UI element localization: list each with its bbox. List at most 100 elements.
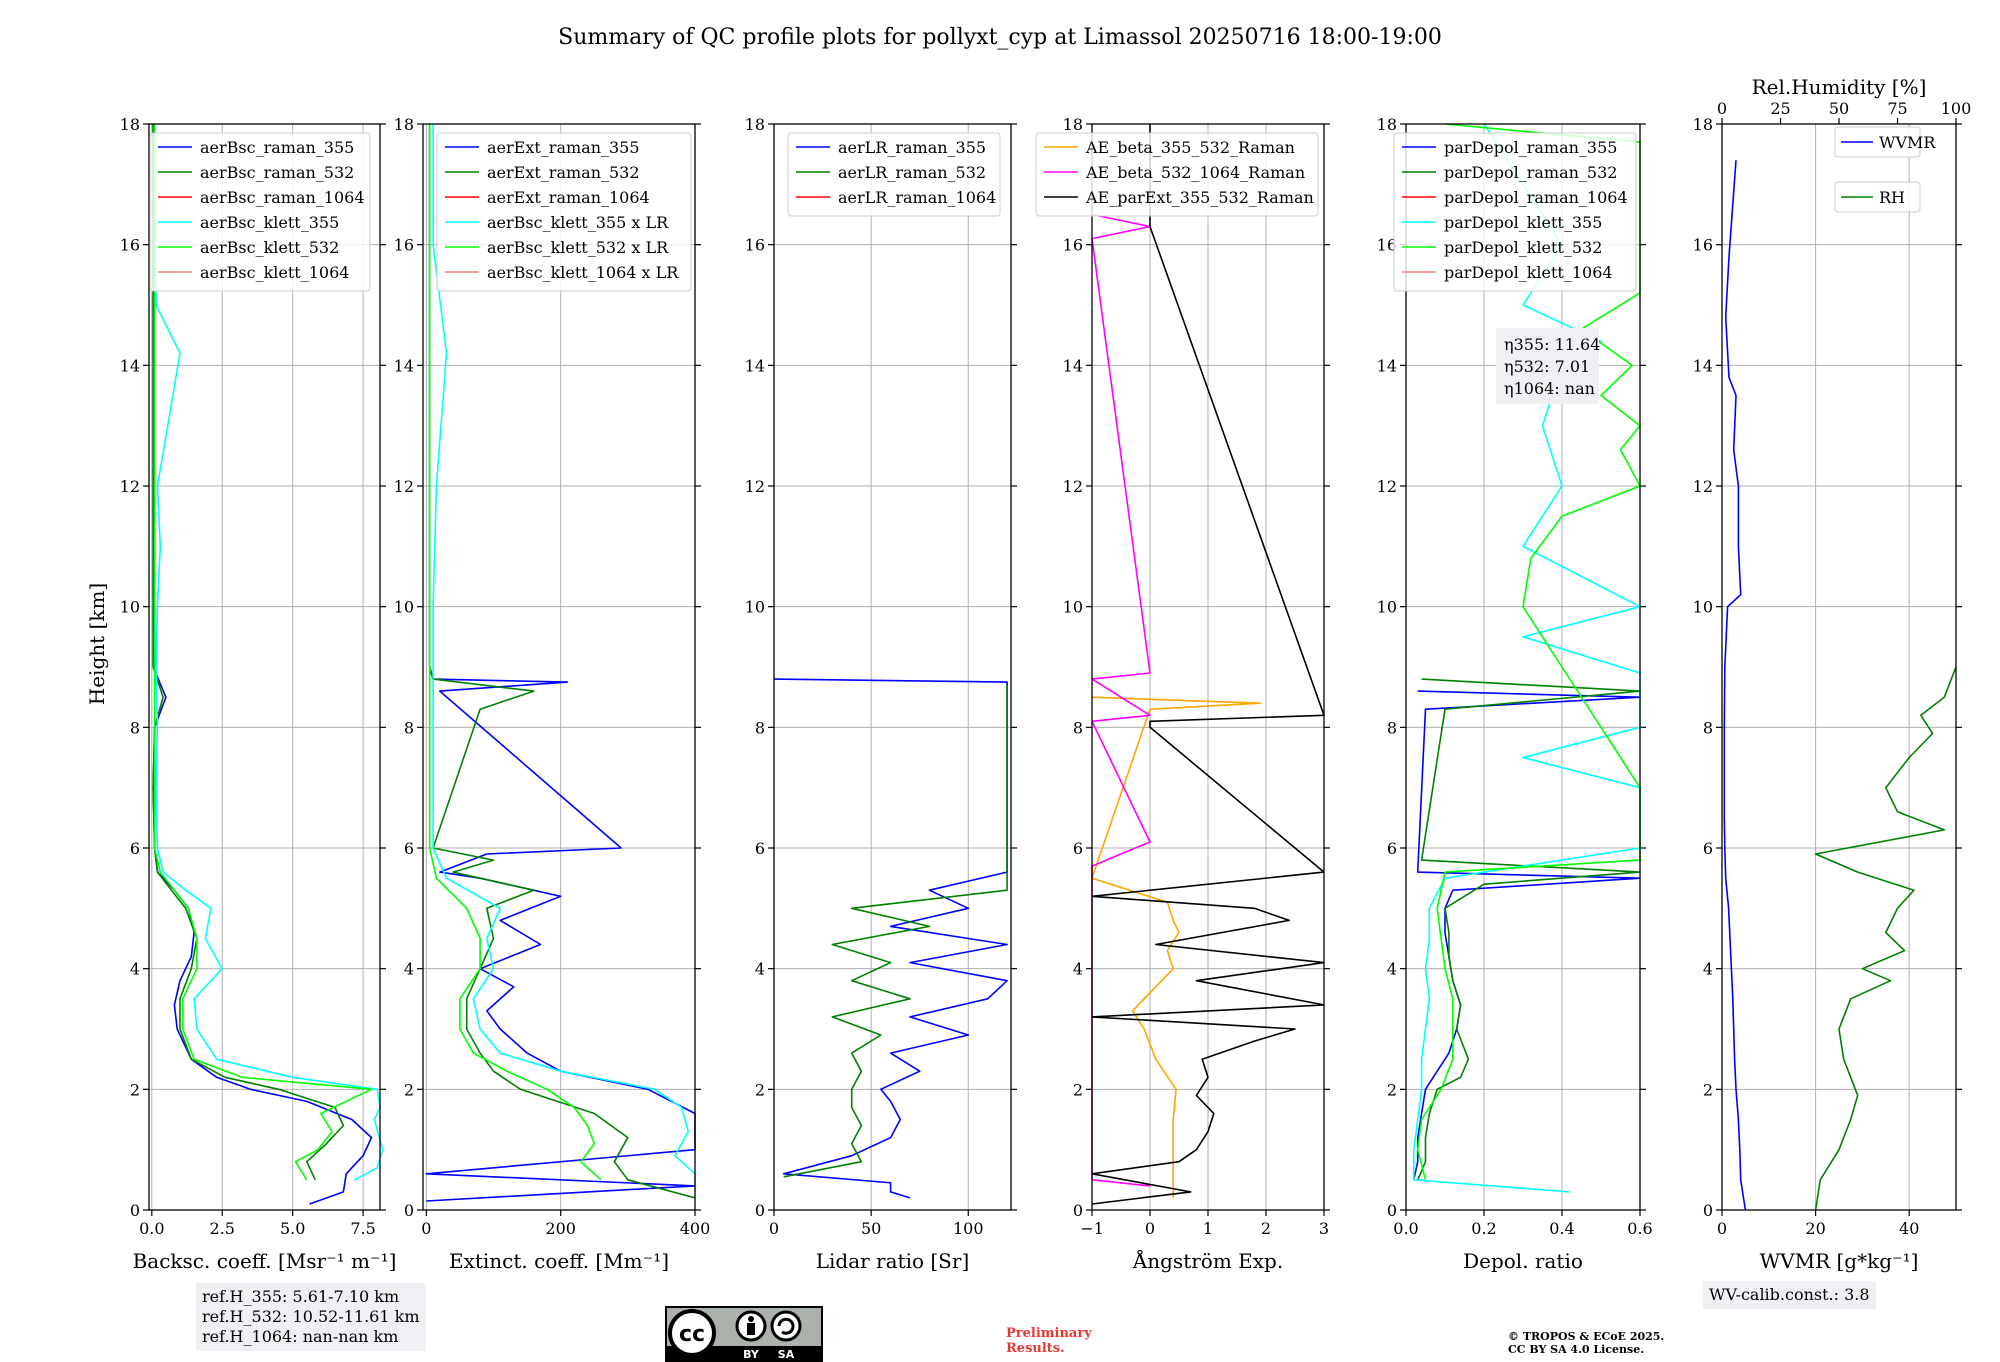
ytick-label: 2	[1387, 1080, 1397, 1099]
panel-frame	[773, 123, 1012, 1211]
xtick-label: 0.6	[1627, 1219, 1652, 1238]
top-xtick-label: 25	[1770, 99, 1790, 118]
x-axis-label: Backsc. coeff. [Msr⁻¹ m⁻¹]	[133, 1249, 397, 1273]
xtick-label: 0	[1717, 1219, 1727, 1238]
ytick-label: 18	[120, 115, 140, 134]
x-axis-label: Extinct. coeff. [Mm⁻¹]	[449, 1249, 669, 1273]
ytick-label: 8	[130, 718, 140, 737]
series-line-pardepol-klett-532	[1416, 123, 1641, 1181]
wv-calib-text: WV-calib.const.: 3.8	[1709, 1285, 1870, 1304]
panel-frame	[148, 123, 381, 1211]
cc-by-label: BY	[743, 1348, 760, 1361]
xtick-label: 3	[1319, 1219, 1329, 1238]
legend-label: aerBsc_raman_355	[200, 138, 354, 157]
series-line-aerbsc-raman-355	[152, 124, 373, 1205]
ytick-label: 10	[394, 598, 414, 617]
legend-box	[1834, 181, 1921, 213]
svg-text:cc: cc	[679, 1322, 705, 1347]
panel-frame	[1091, 123, 1325, 1211]
ytick-label: 6	[130, 839, 140, 858]
series-line-rh	[1814, 666, 1957, 1211]
ytick-label: 14	[120, 356, 140, 375]
top-xtick-label: 100	[1941, 99, 1972, 118]
eta-box	[1496, 328, 1599, 404]
ytick-label: 4	[1073, 960, 1083, 979]
ytick-label: 0	[1703, 1201, 1713, 1220]
cc-by-sa-icon: cc BY SA	[665, 1306, 823, 1362]
legend-label: aerBsc_klett_532 x LR	[487, 238, 669, 257]
ytick-label: 18	[394, 115, 414, 134]
series-line-pardepol-raman-355	[1413, 690, 1641, 1180]
ytick-label: 6	[404, 839, 414, 858]
legend: parDepol_raman_355 parDepol_raman_532 parD…	[1393, 132, 1637, 292]
series-line-ae-parext-355-532-raman	[1091, 124, 1325, 1205]
cc-sa-label: SA	[778, 1348, 795, 1361]
legend-label: AE_beta_355_532_Raman	[1085, 138, 1295, 157]
ytick-label: 10	[1693, 598, 1713, 617]
ytick-label: 14	[394, 356, 414, 375]
ytick-label: 18	[1693, 115, 1713, 134]
legend-label: aerLR_raman_1064	[838, 188, 996, 207]
xtick-label: 7.5	[350, 1219, 375, 1238]
preliminary-line-2: Results.	[1006, 1341, 1065, 1356]
x-axis-label: WVMR [g*kg⁻¹]	[1760, 1249, 1919, 1273]
ytick-label: 2	[1073, 1080, 1083, 1099]
ytick-label: 0	[1387, 1201, 1397, 1220]
legend-label: parDepol_raman_532	[1444, 163, 1617, 182]
ytick-label: 2	[1703, 1080, 1713, 1099]
legend-label: aerExt_raman_532	[487, 163, 640, 182]
xtick-label: 50	[861, 1219, 881, 1238]
top-x-axis-label: Rel.Humidity [%]	[1752, 75, 1927, 99]
legend-label: parDepol_klett_355	[1444, 213, 1602, 232]
ytick-label: 14	[1693, 356, 1713, 375]
ytick-label: 14	[745, 356, 765, 375]
ytick-label: 0	[404, 1201, 414, 1220]
panel-bsc: 0 2 4 6 8 10 12 14 16 18 0.0 2.5 5.0 7.5 Backsc. coeff…	[120, 115, 397, 1273]
ytick-label: 6	[1073, 839, 1083, 858]
xtick-label: 2	[1261, 1219, 1271, 1238]
xtick-label: 0	[1145, 1219, 1155, 1238]
ytick-label: 10	[1063, 598, 1083, 617]
panel-frame	[1405, 123, 1641, 1211]
copyright-note: © TROPOS & ECoE 2025. CC BY SA 4.0 Licen…	[1508, 1330, 1664, 1356]
series-line-aerlr-raman-532	[783, 685, 1008, 1178]
legend: AE_beta_355_532_Raman AE_beta_532_1064_Ra…	[1035, 132, 1319, 217]
ytick-label: 8	[1387, 718, 1397, 737]
xtick-label: 20	[1805, 1219, 1825, 1238]
legend-label: aerLR_raman_532	[838, 163, 986, 182]
xtick-label: −1	[1080, 1219, 1104, 1238]
legend-label: aerBsc_klett_1064 x LR	[487, 263, 679, 282]
ytick-label: 4	[404, 960, 414, 979]
ytick-label: 2	[130, 1080, 140, 1099]
xtick-label: 100	[953, 1219, 984, 1238]
ytick-label: 14	[1063, 356, 1083, 375]
x-axis-label: Lidar ratio [Sr]	[816, 1249, 970, 1273]
ytick-label: 6	[1387, 839, 1397, 858]
ytick-label: 10	[120, 598, 140, 617]
copyright-line-2: CC BY SA 4.0 License.	[1508, 1343, 1645, 1356]
xtick-label: 5.0	[280, 1219, 305, 1238]
legend-label: aerExt_raman_355	[487, 138, 640, 157]
x-axis-label: Depol. ratio	[1463, 1249, 1583, 1273]
top-xtick-label: 0	[1717, 99, 1727, 118]
legend-label: parDepol_klett_1064	[1444, 263, 1613, 282]
ytick-label: 4	[755, 960, 765, 979]
refh-532-line: ref.H_532: 10.52-11.61 km	[202, 1307, 420, 1326]
ytick-label: 16	[120, 236, 140, 255]
eta-annotation: η1064: nan	[1504, 379, 1595, 398]
xtick-label: 0	[769, 1219, 779, 1238]
preliminary-note: Preliminary Results.	[1006, 1326, 1092, 1356]
top-xtick-label: 50	[1829, 99, 1849, 118]
ytick-label: 16	[1693, 236, 1713, 255]
legend-label: parDepol_klett_532	[1444, 238, 1602, 257]
ytick-label: 8	[755, 718, 765, 737]
ytick-label: 16	[1063, 236, 1083, 255]
ytick-label: 8	[404, 718, 414, 737]
ytick-label: 12	[1377, 477, 1397, 496]
y-axis-label: Height [km]	[85, 583, 109, 705]
ytick-label: 18	[745, 115, 765, 134]
xtick-label: 0.0	[139, 1219, 164, 1238]
copyright-line-1: © TROPOS & ECoE 2025.	[1508, 1330, 1665, 1343]
